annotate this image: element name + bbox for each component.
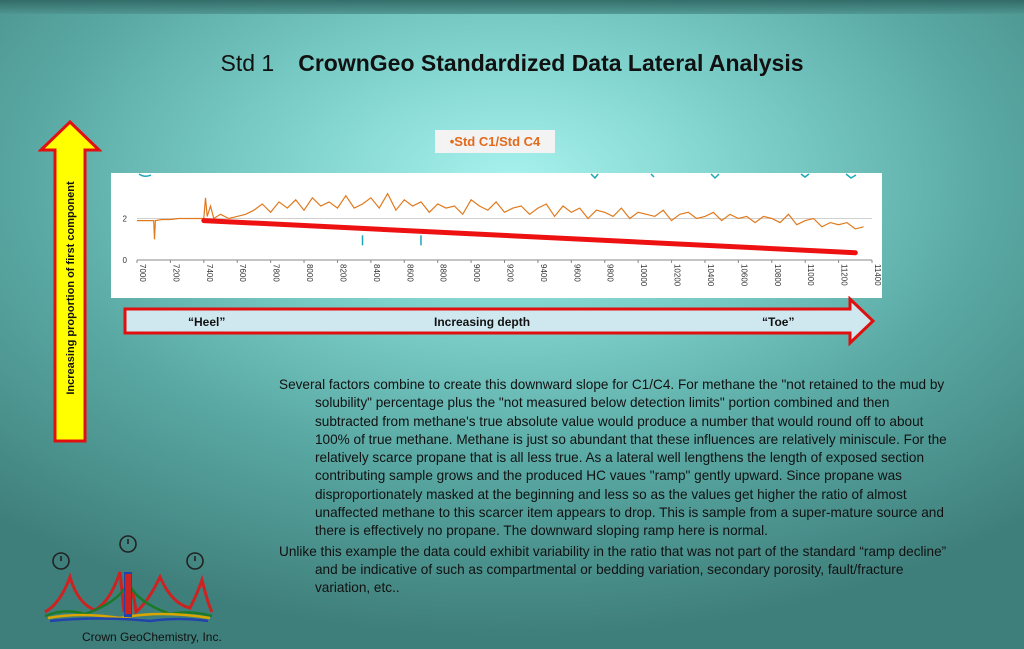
x-tick-label: 7200: [171, 264, 180, 282]
paragraph-1: Several factors combine to create this d…: [279, 377, 947, 539]
x-tick-label: 10600: [739, 264, 748, 287]
x-tick-label: 7400: [205, 264, 214, 282]
x-tick-label: 9600: [572, 264, 581, 282]
x-tick-label: 9400: [539, 264, 548, 282]
chart-legend: •Std C1/Std C4: [435, 130, 555, 153]
x-tick-label: 7000: [138, 264, 147, 282]
explanation-text: Several factors combine to create this d…: [279, 376, 951, 600]
toe-label: “Toe”: [762, 315, 795, 329]
x-tick-label: 9200: [506, 264, 515, 282]
chart-area: 0 2 7000 7200 7400 7600 7800 8000 8200 8400 8600 88…: [111, 173, 882, 298]
x-tick-label: 8000: [305, 264, 314, 282]
crown-geochemistry-logo: [44, 535, 214, 623]
x-tick-label: 10400: [706, 264, 715, 287]
x-tick-label: 9000: [472, 264, 481, 282]
vertical-arrow-label: Increasing proportion of first component: [65, 181, 77, 395]
x-tick-label: 8400: [372, 264, 381, 282]
top-accent-bar: [0, 0, 1024, 14]
x-tick-label: 10200: [673, 264, 682, 287]
x-tick-label: 11400: [873, 264, 882, 286]
paragraph-2: Unlike this example the data could exhib…: [279, 543, 947, 596]
vertical-arrow-shape: [38, 120, 102, 443]
vertical-arrow-label-wrap: Increasing proportion of first component: [31, 181, 111, 394]
x-tick-label: 8600: [405, 264, 414, 282]
depth-arrow-shape: [123, 296, 876, 346]
trend-line: [201, 218, 858, 256]
line-chart: 0 2 7000 7200 7400 7600 7800 8000 8200 8400 8600 88…: [123, 173, 882, 287]
series-line-c1-c4: [137, 192, 864, 240]
depth-arrow: [123, 296, 876, 346]
page-title: Std 1 CrownGeo Standardized Data Lateral …: [0, 50, 1024, 77]
x-tick-label: 8200: [338, 264, 347, 282]
company-name: Crown GeoChemistry, Inc.: [82, 630, 222, 644]
x-tick-label: 7800: [272, 264, 281, 282]
x-tick-label: 10800: [773, 264, 782, 287]
x-tick-label: 9800: [606, 264, 615, 282]
y-tick-label: 2: [123, 215, 128, 224]
x-tick-label: 11200: [840, 264, 849, 286]
teal-trace-top: [138, 173, 857, 180]
x-tick-label: 8800: [439, 264, 448, 282]
title-lead: Std 1: [220, 50, 275, 76]
heel-label: “Heel”: [188, 315, 226, 329]
increasing-depth-label: Increasing depth: [434, 315, 531, 329]
vertical-up-arrow: [38, 120, 102, 443]
x-tick-label: 10000: [639, 264, 648, 287]
y-tick-label: 0: [123, 256, 128, 265]
x-tick-label: 11000: [806, 264, 815, 286]
title-main: CrownGeo Standardized Data Lateral Analy…: [298, 50, 804, 76]
x-tick-label: 7600: [238, 264, 247, 282]
